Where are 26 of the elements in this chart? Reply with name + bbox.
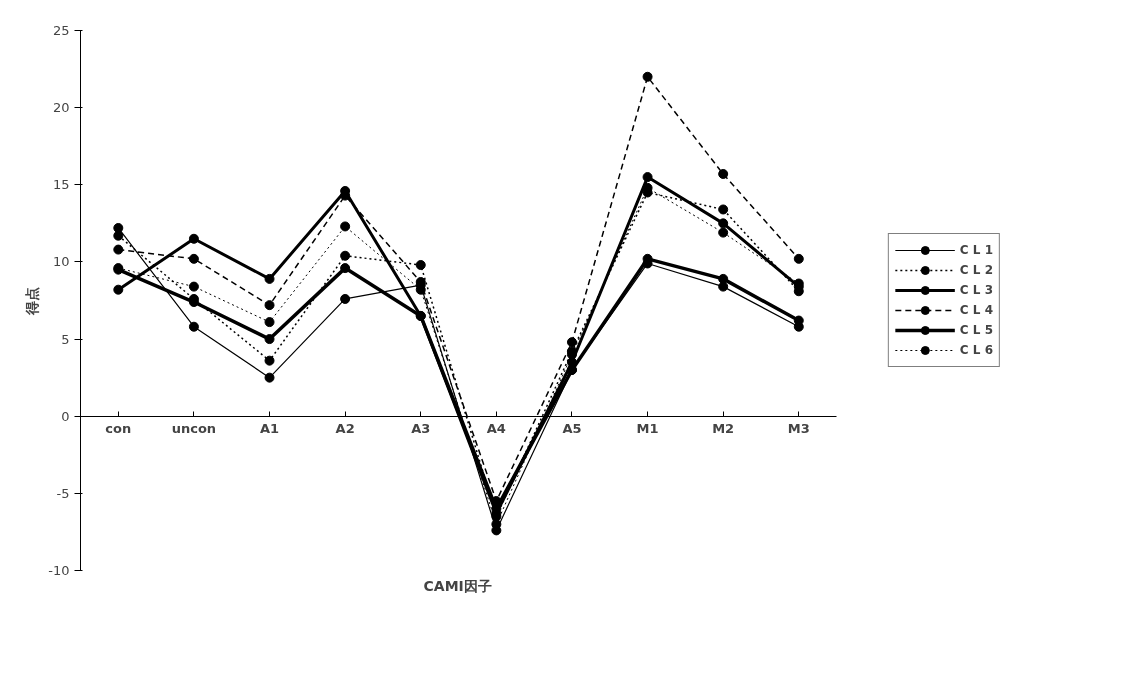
y-tick-label: 15 — [52, 177, 70, 193]
legend-label: C L 3 — [959, 283, 993, 297]
x-tick-label: A1 — [259, 421, 280, 437]
y-tick-label: -5 — [56, 485, 70, 501]
x-tick-label: A3 — [411, 421, 431, 437]
x-tick-label: M2 — [712, 421, 735, 437]
y-tick-label: 20 — [52, 100, 70, 116]
legend-label: C L 6 — [959, 343, 993, 357]
legend-label: C L 1 — [959, 243, 993, 257]
y-tick-label: 0 — [61, 408, 70, 424]
x-tick-label: M3 — [787, 421, 810, 437]
x-tick-label: con — [105, 421, 132, 437]
y-axis-title: 得点 — [24, 286, 41, 316]
legend-label: C L 5 — [959, 323, 993, 337]
y-tick-label: 5 — [61, 331, 70, 347]
x-tick-label: A2 — [335, 421, 355, 437]
legend-label: C L 2 — [959, 263, 993, 277]
y-tick-label: -10 — [48, 563, 70, 578]
y-tick-label: 10 — [52, 254, 70, 270]
x-tick-label: A4 — [486, 421, 506, 437]
x-tick-label: uncon — [171, 421, 217, 437]
x-tick-label: A5 — [562, 421, 582, 437]
legend-label: C L 4 — [959, 303, 993, 317]
x-tick-label: M1 — [636, 421, 659, 437]
y-tick-label: 25 — [52, 23, 70, 38]
x-axis-title: CAMI因子 — [423, 577, 492, 594]
